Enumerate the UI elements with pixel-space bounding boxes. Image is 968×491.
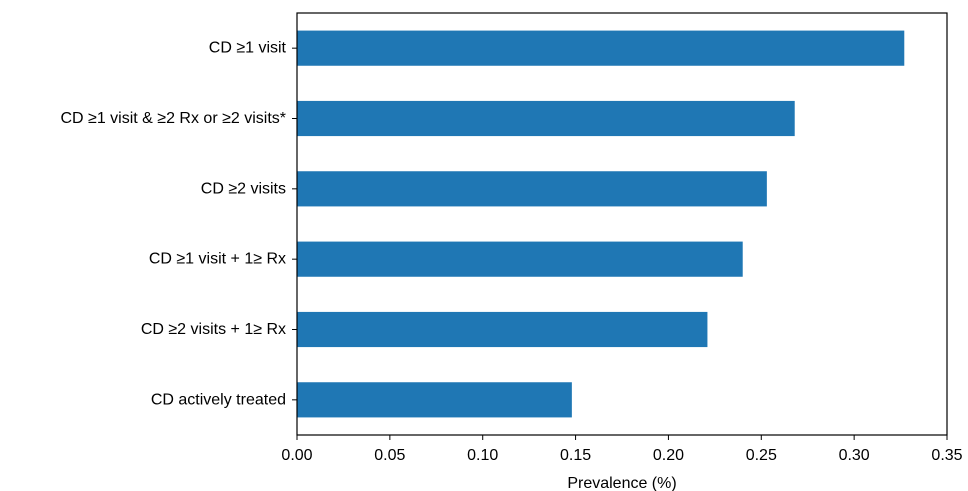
bar bbox=[297, 382, 572, 418]
category-label: CD ≥1 visit bbox=[209, 40, 287, 57]
category-labels: CD ≥1 visit CD ≥1 visit & ≥2 Rx or ≥2 vis… bbox=[61, 40, 297, 408]
category-label: CD ≥1 visit & ≥2 Rx or ≥2 visits* bbox=[61, 110, 287, 127]
x-tick-label: 0.15 bbox=[560, 447, 591, 464]
bar bbox=[297, 241, 743, 277]
category-label: CD actively treated bbox=[151, 391, 286, 408]
category-label: CD ≥2 visits bbox=[201, 180, 286, 197]
plot-frame bbox=[296, 12, 948, 436]
bar bbox=[297, 100, 795, 137]
bar bbox=[297, 30, 905, 66]
x-tick-label: 0.05 bbox=[374, 447, 405, 464]
x-axis-ticks: 0.00 0.05 0.10 0.15 0.20 0.25 0.30 0.35 bbox=[281, 435, 963, 464]
x-tick-label: 0.10 bbox=[467, 447, 498, 464]
x-tick-label: 0.30 bbox=[839, 447, 870, 464]
category-label: CD ≥1 visit + 1≥ Rx bbox=[149, 251, 286, 268]
category-label: CD ≥2 visits + 1≥ Rx bbox=[141, 321, 286, 338]
x-tick-label: 0.00 bbox=[281, 447, 312, 464]
bar bbox=[297, 171, 767, 207]
x-tick-label: 0.25 bbox=[746, 447, 777, 464]
x-axis-title: Prevalence (%) bbox=[567, 475, 676, 491]
bar bbox=[297, 311, 708, 348]
bars-group bbox=[297, 30, 905, 418]
x-tick-label: 0.20 bbox=[653, 447, 684, 464]
x-tick-label: 0.35 bbox=[931, 447, 962, 464]
